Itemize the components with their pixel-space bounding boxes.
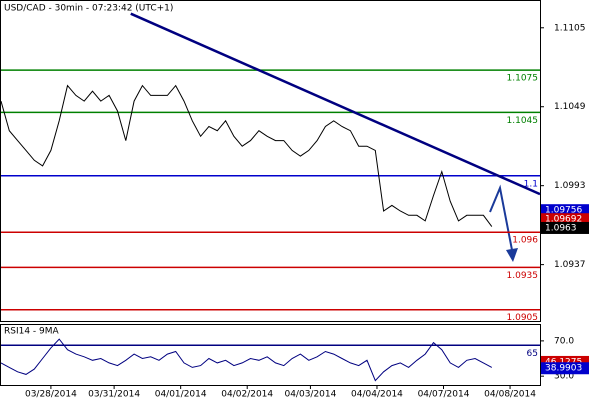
arrow-head [506,248,518,262]
price-tag-label: 38.9903 [545,364,582,374]
price-tag [541,362,589,375]
price-tag-label: 1.0963 [545,223,577,233]
x-tick-label: 04/07/2014 [418,390,470,400]
y-tick-label: 1.1105 [554,23,586,33]
x-tick-label: 04/04/2014 [351,390,403,400]
x-tick-label: 03/28/2014 [25,390,77,400]
level-label: 1.0905 [507,313,539,323]
y-tick-label: 70.0 [554,336,574,346]
rsi-panel-border [0,324,541,386]
x-tick-label: 04/02/2014 [221,390,273,400]
y-tick-label: 1.0937 [554,260,586,270]
x-tick-label: 04/01/2014 [155,390,207,400]
price-line [0,338,493,382]
y-tick-label: 30.0 [554,372,574,382]
y-tick-label: 1.0993 [554,181,586,191]
chart-title: USD/CAD - 30min - 07:23:42 (UTC+1) [4,4,173,14]
price-tag [541,221,589,234]
main-panel-border [0,0,541,322]
x-tick-label: 04/03/2014 [284,390,336,400]
level-label: 1.1045 [507,116,539,126]
level-label: 1.1 [524,179,538,189]
level-label: 1.0935 [507,271,539,281]
level-label: 1.096 [512,236,538,246]
level-label: 1.1075 [507,74,539,84]
price-tag [541,204,589,217]
y-tick-label: 1.1049 [554,102,586,112]
forecast-arrow [489,184,513,251]
price-tag-label: 1.09692 [545,215,582,225]
rsi-title: RSI14 - 9MA [4,327,60,337]
x-tick-label: 04/08/2014 [484,390,536,400]
price-line [0,84,493,227]
trendline [130,12,541,196]
price-tag-label: 1.09756 [545,206,582,216]
level-label: 65 [527,349,538,359]
x-tick-label: 03/31/2014 [88,390,140,400]
